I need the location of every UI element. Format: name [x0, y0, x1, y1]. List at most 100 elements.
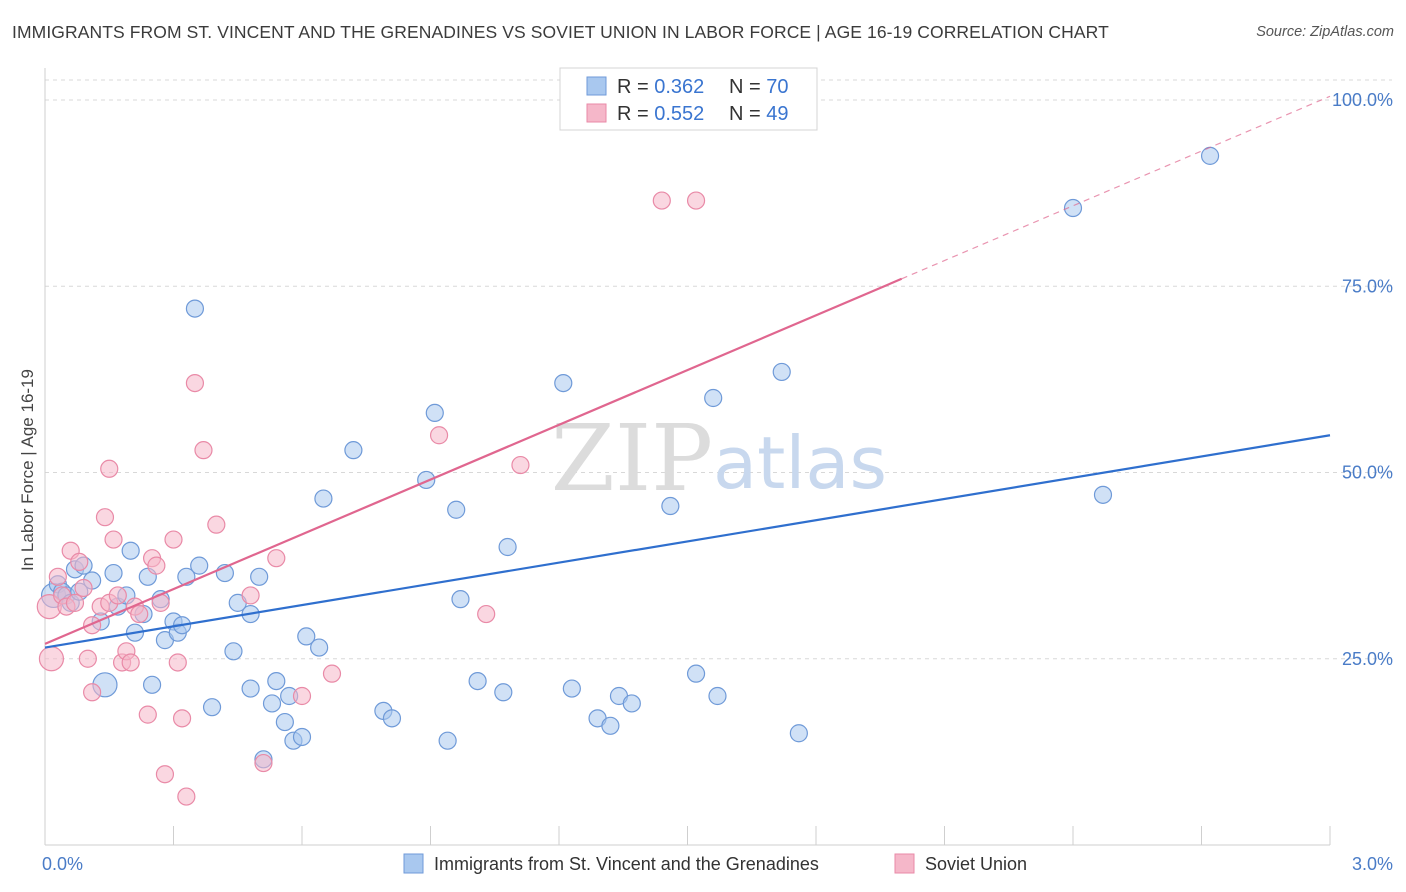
- legend-r-value-pink: 0.552: [654, 103, 704, 125]
- svg-text:N = 70: N = 70: [729, 76, 789, 98]
- pink-point: [429, 426, 449, 445]
- blue-point: [622, 694, 641, 713]
- blue-point: [661, 496, 680, 516]
- series-pink-points: [36, 191, 706, 806]
- blue-point: [202, 698, 222, 717]
- blue-point: [121, 541, 140, 560]
- y-axis-label: In Labor Force | Age 16-19: [18, 369, 37, 571]
- blue-point: [382, 709, 402, 728]
- axes: [44, 68, 1331, 846]
- legend-n-label: N =: [729, 76, 766, 98]
- pink-point: [121, 653, 140, 672]
- x-tick-labels: 0.0% 3.0%: [42, 854, 1393, 874]
- pink-point: [292, 686, 312, 706]
- blue-point: [224, 642, 243, 661]
- blue-point: [708, 686, 727, 706]
- blue-point: [686, 664, 706, 683]
- pink-point: [74, 578, 93, 598]
- pink-point: [108, 586, 127, 605]
- y-tick-label: 25.0%: [1342, 649, 1393, 669]
- pink-point: [185, 374, 205, 393]
- blue-point: [447, 500, 466, 519]
- blue-point: [142, 675, 162, 694]
- blue-point: [314, 489, 333, 508]
- pink-trend-extension: [901, 95, 1331, 280]
- legend-n-value-pink: 49: [766, 103, 788, 125]
- blue-point: [498, 537, 517, 557]
- pink-point: [177, 787, 196, 806]
- blue-point: [185, 299, 205, 318]
- blue-point: [190, 556, 209, 575]
- pink-point: [207, 515, 226, 534]
- pink-point: [477, 604, 496, 624]
- blue-point: [425, 403, 444, 422]
- y-tick-labels: 25.0% 50.0% 75.0% 100.0%: [1332, 90, 1393, 669]
- legend-swatch-pink: [586, 103, 607, 123]
- blue-trend-line: [44, 434, 1331, 649]
- svg-text:N = 49: N = 49: [729, 103, 789, 125]
- pink-point: [194, 441, 213, 460]
- pink-point: [100, 459, 119, 478]
- pink-point: [70, 552, 89, 572]
- blue-point: [310, 638, 329, 657]
- pink-point: [83, 683, 102, 702]
- pink-point: [78, 649, 97, 668]
- pink-point: [168, 653, 187, 672]
- blue-point: [451, 590, 470, 609]
- blue-point: [262, 694, 282, 713]
- blue-point: [250, 567, 269, 586]
- blue-point: [1200, 146, 1220, 165]
- stats-legend: R = 0.362 N = 70 R = 0.552 N = 49: [559, 67, 818, 131]
- legend-r-value-blue: 0.362: [654, 76, 704, 98]
- pink-point: [48, 567, 67, 586]
- pink-point: [322, 664, 342, 683]
- blue-point: [267, 671, 286, 691]
- blue-point: [241, 679, 260, 698]
- blue-point: [1093, 485, 1113, 504]
- legend-n-value-blue: 70: [766, 76, 788, 98]
- svg-text:R = 0.552: R = 0.552: [617, 103, 704, 125]
- pink-point: [65, 593, 85, 612]
- x-tick-label: 3.0%: [1352, 854, 1393, 874]
- pink-point: [38, 646, 65, 672]
- pink-point: [267, 549, 286, 568]
- pink-point: [138, 705, 157, 724]
- bottom-swatch-blue: [403, 853, 424, 874]
- pink-point: [130, 604, 149, 624]
- x-tick-label: 0.0%: [42, 854, 83, 874]
- legend-r-label: R =: [617, 103, 654, 125]
- trend-lines: [44, 95, 1331, 649]
- blue-point: [601, 716, 620, 735]
- blue-point: [104, 563, 123, 583]
- watermark-atlas: atlas: [713, 421, 887, 505]
- bottom-legend-label-blue: Immigrants from St. Vincent and the Gren…: [434, 854, 819, 874]
- pink-point: [652, 191, 671, 210]
- legend-swatch-blue: [586, 76, 607, 96]
- pink-point: [155, 765, 175, 784]
- blue-point: [468, 671, 487, 691]
- series-legend: Immigrants from St. Vincent and the Gren…: [403, 853, 1027, 874]
- y-tick-label: 75.0%: [1342, 276, 1393, 296]
- blue-point: [292, 727, 312, 747]
- blue-point: [562, 679, 581, 698]
- svg-text:R = 0.362: R = 0.362: [617, 76, 704, 98]
- blue-point: [704, 388, 723, 408]
- pink-point: [164, 530, 183, 549]
- blue-point: [344, 441, 363, 460]
- bottom-legend-label-pink: Soviet Union: [925, 854, 1027, 874]
- pink-point: [254, 753, 273, 773]
- pink-point: [147, 556, 166, 575]
- pink-point: [104, 530, 123, 549]
- grid-lines: [45, 79, 1392, 660]
- pink-point: [241, 586, 260, 605]
- legend-r-label: R =: [617, 76, 654, 98]
- pink-point: [686, 191, 706, 210]
- legend-n-label: N =: [729, 103, 766, 125]
- y-tick-label: 50.0%: [1342, 463, 1393, 483]
- blue-point: [772, 362, 791, 382]
- blue-point: [554, 374, 573, 393]
- pink-point: [172, 709, 192, 728]
- blue-point: [494, 683, 513, 702]
- blue-point: [275, 712, 294, 732]
